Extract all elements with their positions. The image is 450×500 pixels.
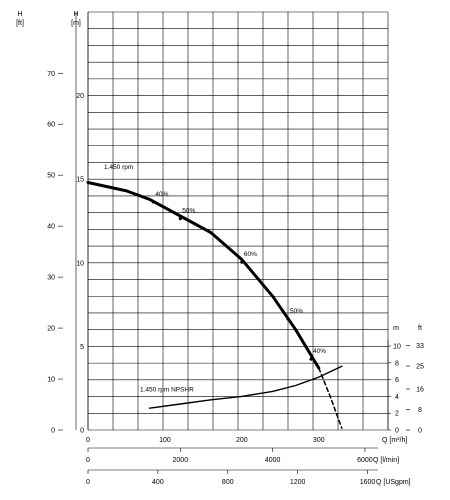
tick-label-npshr-m: 8	[395, 360, 399, 367]
axis-title-ft-h: H	[17, 11, 22, 18]
efficiency-label: 60%	[244, 251, 257, 258]
chart-curves	[86, 181, 343, 430]
tick-label-m: 15	[76, 177, 84, 184]
tick-label-npshr-ft: 25	[416, 363, 424, 370]
tick-label-m: 20	[76, 93, 84, 100]
tick-label-ft: 50	[47, 173, 55, 180]
tick-label-q-m3h: 200	[236, 437, 248, 444]
axis-title-ft-unit: [ft]	[16, 20, 24, 27]
npshr-curve-label: 1.450 rpm NPSHR	[140, 386, 194, 393]
tick-label-q-m3h: 100	[159, 437, 171, 444]
tick-label-npshr-m: 10	[393, 344, 401, 351]
efficiency-label: 50%	[182, 208, 195, 215]
tick-label-m: 0	[80, 428, 84, 435]
head-curve	[86, 181, 321, 370]
tick-label-ft: 10	[47, 377, 55, 384]
tick-label-ft: 0	[51, 428, 55, 435]
head-curve-extension	[318, 367, 343, 430]
axis-title-npshr-m: m	[393, 325, 399, 332]
efficiency-label: 40%	[155, 191, 168, 198]
tick-label-ft: 30	[47, 275, 55, 282]
tick-label-npshr-ft: 16	[416, 387, 424, 394]
axis-title-m-h: H	[73, 11, 78, 18]
tick-label-q-lmin: 2000	[173, 457, 189, 464]
tick-label-npshr-ft: 33	[416, 343, 424, 350]
tick-label-q-usgpm: 0	[86, 479, 90, 486]
axis-unit-q-m3h: Q [m³/h]	[382, 437, 407, 444]
axis-unit-q-lmin: Q [l/min]	[373, 457, 399, 464]
tick-label-q-lmin: 4000	[265, 457, 281, 464]
efficiency-marker	[286, 317, 290, 321]
tick-label-q-lmin: 0	[86, 457, 90, 464]
axis-title-npshr-ft: ft	[418, 325, 422, 332]
efficiency-marker	[151, 200, 155, 204]
tick-label-q-m3h: 300	[313, 437, 325, 444]
efficiency-marker	[309, 357, 313, 361]
chart-axes	[58, 12, 410, 474]
tick-label-npshr-m: 6	[395, 377, 399, 384]
chart-grid	[87, 11, 389, 431]
efficiency-label: 50%	[290, 308, 303, 315]
tick-label-npshr-m: 4	[395, 394, 399, 401]
tick-label-ft: 60	[47, 122, 55, 129]
tick-label-q-usgpm: 800	[222, 479, 234, 486]
axis-unit-q-usgpm: Q [USgpm]	[376, 479, 411, 486]
tick-label-q-usgpm: 400	[152, 479, 164, 486]
efficiency-label: 40%	[313, 348, 326, 355]
tick-label-q-lmin: 6000	[357, 457, 373, 464]
tick-label-ft: 70	[47, 71, 55, 78]
efficiency-marker	[240, 260, 244, 264]
axis-title-m-unit: [m]	[71, 20, 81, 27]
npshr-curve	[148, 365, 343, 409]
chart-annotations: 40% 50% 60% 50% 40% 1.450 rpm 1.450 rpm NPSHR	[104, 164, 326, 393]
tick-label-q-usgpm: 1200	[290, 479, 306, 486]
tick-label-npshr-m: 0	[395, 428, 399, 435]
tick-label-q-m3h: 0	[86, 437, 90, 444]
axis-tick-labels: H [ft] H [m] 0 10 20 30 40 50 60 70 0 5 10 15 20 m ft 0 2 4 6 8…	[16, 11, 424, 486]
tick-label-m: 10	[76, 260, 84, 267]
tick-label-ft: 20	[47, 326, 55, 333]
tick-label-m: 5	[80, 344, 84, 351]
tick-label-npshr-m: 2	[395, 411, 399, 418]
tick-label-npshr-ft: 8	[418, 407, 422, 414]
head-curve-label: 1.450 rpm	[104, 164, 133, 171]
tick-label-ft: 40	[47, 224, 55, 231]
efficiency-marker	[178, 217, 182, 221]
tick-label-q-usgpm: 1600	[360, 479, 376, 486]
tick-label-npshr-ft: 0	[418, 428, 422, 435]
